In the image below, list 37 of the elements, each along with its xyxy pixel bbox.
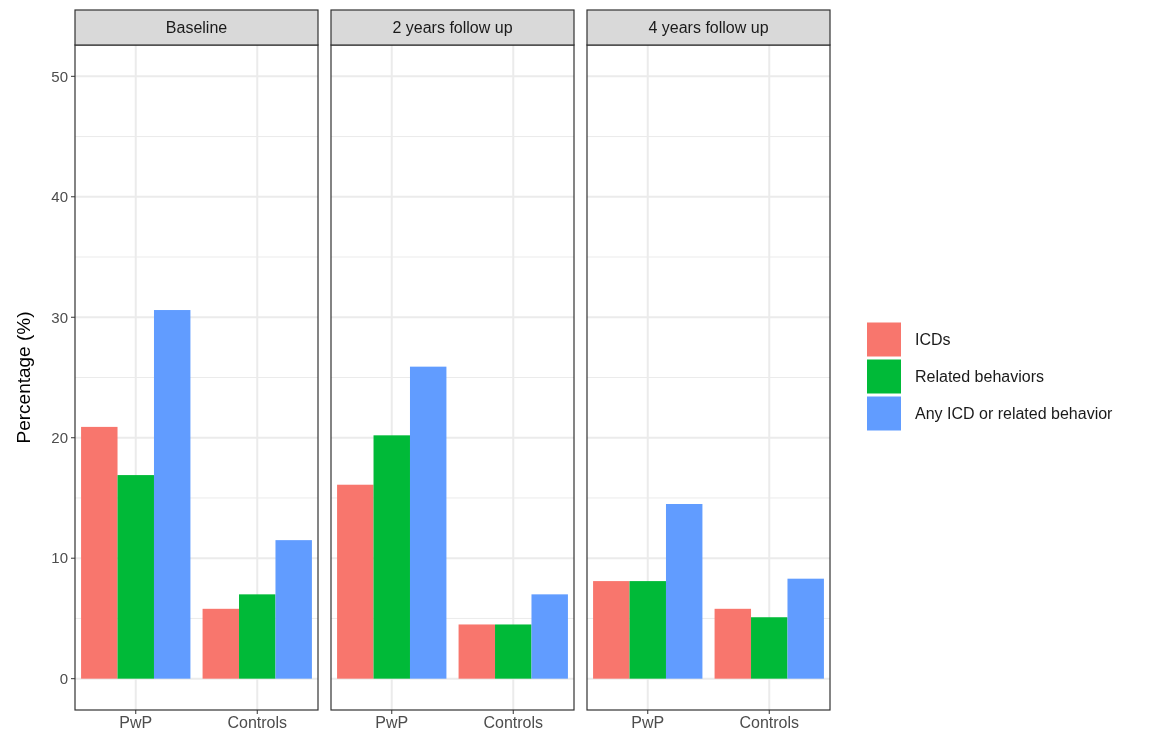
chart-title: Baseline — [165, 19, 228, 37]
y-tick-label: 0 — [59, 669, 68, 687]
bar — [117, 475, 154, 679]
y-tick-label: 40 — [51, 188, 68, 206]
x-tick-label: PwP — [119, 714, 153, 731]
bar — [495, 624, 532, 679]
bar — [531, 594, 568, 679]
bar — [751, 617, 788, 679]
x-tick-label: Controls — [227, 714, 288, 731]
bar — [239, 594, 276, 679]
bar — [665, 504, 703, 679]
bar — [787, 578, 824, 679]
bar — [202, 608, 240, 679]
y-tick-label: 50 — [51, 67, 68, 85]
x-tick-label: PwP — [631, 714, 665, 731]
chart-title: 4 years follow up — [648, 19, 769, 37]
chart-title: 2 years follow up — [392, 19, 513, 37]
bar — [409, 366, 447, 679]
x-tick-label: Controls — [483, 714, 544, 731]
bar — [714, 608, 752, 679]
y-tick-label: 20 — [51, 428, 68, 446]
legend-label: Related behaviors — [915, 368, 1044, 386]
bar — [337, 484, 374, 679]
x-tick-label: Controls — [739, 714, 800, 731]
bar — [629, 581, 666, 679]
bar — [153, 310, 191, 679]
bar — [458, 624, 496, 679]
legend-label: Any ICD or related behavior — [915, 405, 1114, 423]
bar — [81, 426, 118, 679]
legend-label: ICDs — [915, 331, 951, 349]
y-tick-label: 30 — [51, 308, 68, 326]
bar — [593, 581, 630, 679]
y-axis-title: Percentage (%) — [13, 311, 34, 444]
bar — [373, 435, 410, 679]
y-tick-label: 10 — [51, 549, 68, 567]
x-tick-label: PwP — [375, 714, 409, 731]
bar — [275, 540, 312, 679]
